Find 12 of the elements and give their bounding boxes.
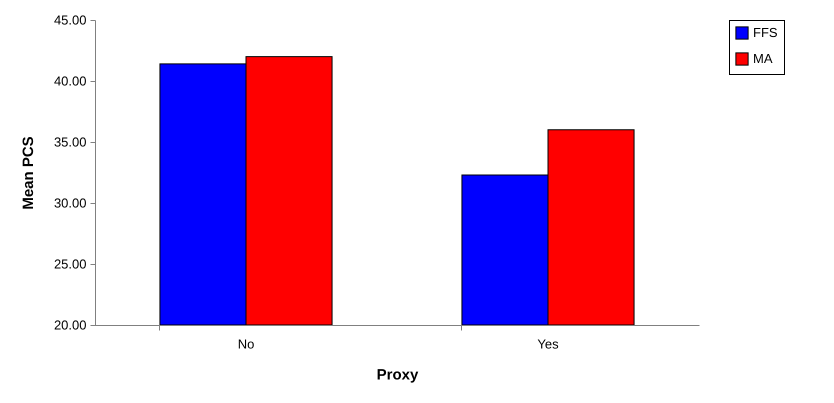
legend-label: FFS (753, 25, 778, 40)
legend-label: MA (753, 51, 773, 66)
y-tick-label: 30.00 (54, 196, 86, 210)
y-tick-label: 40.00 (54, 74, 86, 88)
y-tick-label: 25.00 (54, 256, 86, 272)
x-tick-label: Yes (537, 336, 560, 352)
y-tick-label: 35.00 (54, 134, 86, 150)
x-axis-title: Proxy (376, 366, 419, 384)
y-tick-label: 20.00 (54, 318, 86, 332)
y-tick-label: 45.00 (54, 12, 86, 28)
x-tick-label: No (238, 336, 254, 352)
y-axis-title: Mean PCS (20, 136, 37, 210)
